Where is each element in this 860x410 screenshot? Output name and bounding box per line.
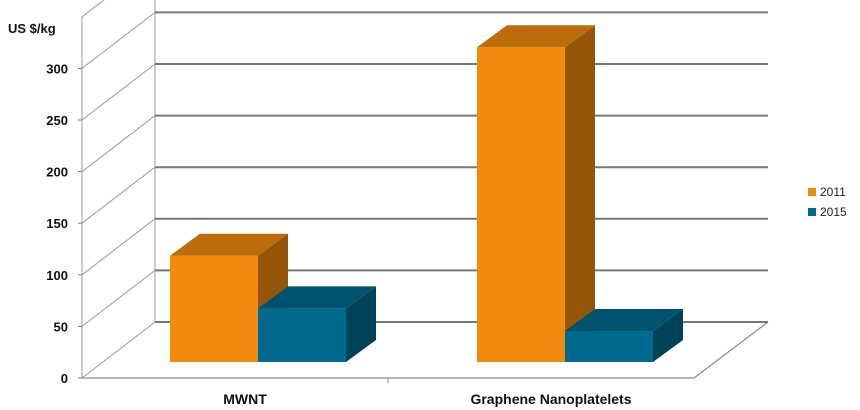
y-tick-label: 50 xyxy=(54,319,68,334)
legend-swatch xyxy=(808,188,816,196)
bar-front-face xyxy=(170,255,258,362)
bar-2011-2 xyxy=(477,25,595,363)
side-wall-top-edge xyxy=(81,0,105,18)
legend-label: 2015 xyxy=(820,205,847,219)
bar-2015-1 xyxy=(258,286,376,362)
x-category-label: MWNT xyxy=(223,391,267,407)
gridline-side xyxy=(81,12,156,69)
bar-top-face xyxy=(170,233,288,256)
bar-front-face xyxy=(477,47,565,363)
bars xyxy=(170,25,683,363)
gridline-side xyxy=(81,63,156,121)
x-axis-categories: MWNT Graphene Nanoplatelets xyxy=(223,378,632,407)
bar-front-face xyxy=(565,331,653,362)
floor-right-edge xyxy=(693,321,769,379)
bar-top-face xyxy=(258,286,376,309)
bar-side-face xyxy=(565,25,595,363)
bar-side-face xyxy=(346,286,376,362)
y-tick-label: 200 xyxy=(46,165,68,180)
gridline-side xyxy=(81,321,156,379)
y-tick-label: 0 xyxy=(61,371,68,386)
y-axis-unit-label: US $/kg xyxy=(8,21,56,36)
x-category-label: Graphene Nanoplatelets xyxy=(470,391,631,407)
legend-item: 2011 xyxy=(808,185,846,199)
legend-label: 2011 xyxy=(820,185,846,199)
y-tick-label: 300 xyxy=(46,61,68,76)
bar-front-face xyxy=(258,308,346,362)
bar-top-face xyxy=(477,25,595,48)
gridline-side xyxy=(81,115,156,172)
y-tick-label: 250 xyxy=(46,113,68,128)
y-axis-ticks: 0 50 100 150 200 250 300 xyxy=(46,61,82,386)
legend-item: 2015 xyxy=(808,205,847,219)
gridline-side xyxy=(81,166,156,224)
legend: 2011 2015 xyxy=(808,185,847,219)
bar-side-face xyxy=(653,309,683,362)
gridline-side xyxy=(81,218,156,276)
bar-2015-2 xyxy=(565,309,683,362)
chart-walls xyxy=(81,0,769,379)
y-tick-label: 100 xyxy=(46,268,68,283)
bar-top-face xyxy=(565,309,683,332)
legend-swatch xyxy=(808,208,816,216)
y-tick-label: 150 xyxy=(46,216,68,231)
gridline-side xyxy=(81,270,156,327)
